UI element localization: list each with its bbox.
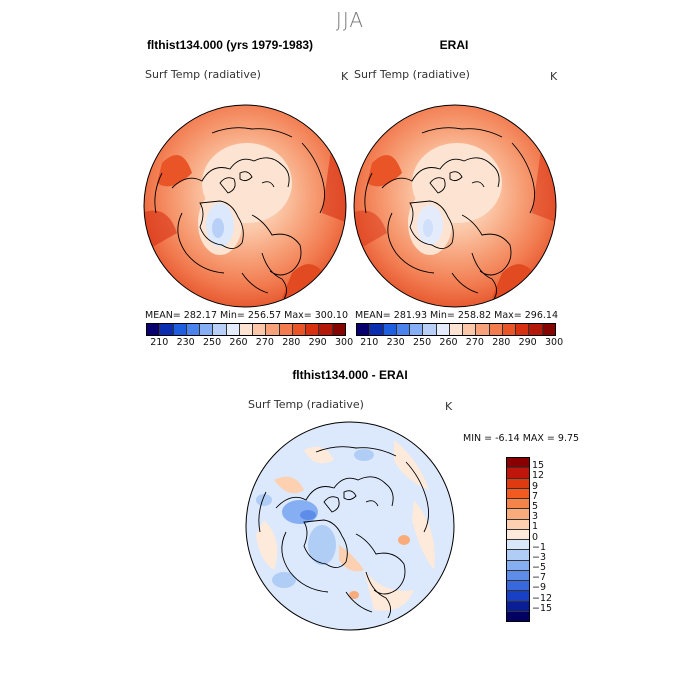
colorbar-tick-label: 250 (412, 337, 432, 348)
panel1-unit: K (341, 70, 349, 83)
colorbar-swatch (516, 324, 530, 335)
diff-colorbar-tick-label: −9 (532, 582, 547, 594)
colorbar-tick-label: 210 (360, 337, 379, 348)
colorbar-tick-label: 260 (229, 337, 248, 348)
colorbar-swatch (542, 324, 555, 335)
diff-colorbar-tick-label: 15 (532, 460, 545, 472)
colorbar-swatch (319, 324, 333, 335)
colorbar-swatch (436, 324, 450, 335)
diff-colorbar-tick-label: 7 (532, 490, 539, 502)
panel1-title: flthist134.000 (yrs 1979-1983) (146, 38, 314, 52)
colorbar-swatch (332, 324, 345, 335)
colorbar-tick-label: 260 (439, 337, 458, 348)
colorbar-swatch (449, 324, 464, 335)
diff-colorbar-tick-label: −1 (532, 541, 547, 553)
panel2-title: ERAI (439, 38, 469, 52)
diff-colorbar-swatch (507, 581, 529, 592)
panel1-variable: Surf Temp (radiative) (145, 68, 261, 81)
colorbar-tick-label: 290 (308, 337, 327, 348)
colorbar-swatch (396, 324, 411, 335)
diff-variable: Surf Temp (radiative) (248, 398, 364, 411)
diff-colorbar-tick-label: 3 (532, 511, 539, 523)
diff-colorbar-tick-label: −7 (532, 572, 547, 584)
colorbar-swatch (239, 324, 254, 335)
diff-colorbar-swatch (507, 601, 529, 612)
colorbar-swatch (266, 324, 280, 335)
colorbar-swatch (357, 324, 371, 335)
diff-colorbar-swatch (507, 570, 529, 581)
diff-colorbar-tick-label: 9 (532, 480, 539, 492)
colorbar-swatch (200, 324, 214, 335)
colorbar-swatch (292, 324, 307, 335)
colorbar-tick-label: 300 (545, 337, 564, 348)
colorbar-swatch (279, 324, 293, 335)
diff-colorbar-labels: 15 12 9 7 5 3 1 0 −1 −3 −5 −7 −9 −12 −15 (532, 457, 572, 620)
panel1-map (143, 104, 347, 308)
colorbar-swatch (306, 324, 320, 335)
panel2-stats: MEAN= 281.93 Min= 258.82 Max= 296.14 (355, 310, 559, 321)
panel1-colorbar (146, 323, 346, 336)
colorbar-swatch (370, 324, 384, 335)
colorbar-swatch (253, 324, 267, 335)
diff-colorbar-swatch (507, 550, 529, 561)
diff-colorbar-swatch (507, 560, 529, 571)
colorbar-swatch (529, 324, 543, 335)
colorbar-swatch (489, 324, 503, 335)
colorbar-swatch (173, 324, 187, 335)
colorbar-tick-label: 210 (150, 337, 169, 348)
colorbar-tick-label: 270 (465, 337, 484, 348)
diff-colorbar-tick-label: −15 (532, 602, 553, 614)
colorbar-tick-label: 270 (255, 337, 274, 348)
panel2-variable: Surf Temp (radiative) (354, 68, 470, 81)
diff-colorbar-swatch (507, 509, 529, 520)
colorbar-swatch (160, 324, 174, 335)
diff-colorbar-tick-label: 5 (532, 500, 539, 512)
diff-colorbar-tick-label: −5 (532, 562, 547, 574)
diff-colorbar-swatch (507, 591, 529, 602)
colorbar-tick-label: 300 (335, 337, 354, 348)
diff-colorbar-tick-label: −12 (532, 592, 553, 604)
colorbar-swatch (147, 324, 161, 335)
colorbar-swatch (226, 324, 240, 335)
diff-colorbar-swatch (507, 478, 529, 489)
colorbar-tick-label: 230 (176, 337, 195, 348)
diff-colorbar-swatch (507, 611, 529, 621)
colorbar-swatch (213, 324, 227, 335)
diff-colorbar-swatch (507, 468, 529, 479)
panel2-colorbar (356, 323, 556, 336)
diff-unit: K (445, 400, 453, 413)
colorbar-tick-label: 230 (386, 337, 405, 348)
diff-colorbar-swatch (507, 540, 529, 551)
panel1-colorbar-ticks: 210 230 250 260 270 280 290 300 (146, 337, 353, 349)
diff-colorbar-swatch (507, 529, 529, 540)
colorbar-swatch (383, 324, 397, 335)
diff-colorbar-tick-label: 12 (532, 470, 545, 482)
colorbar-swatch (502, 324, 517, 335)
diff-colorbar-swatch (507, 458, 529, 469)
colorbar-swatch (476, 324, 490, 335)
diff-stats: MIN = -6.14 MAX = 9.75 (463, 433, 580, 444)
diff-colorbar-swatch (507, 519, 529, 530)
diff-map (245, 421, 455, 631)
colorbar-swatch (410, 324, 424, 335)
panel1-stats: MEAN= 282.17 Min= 256.57 Max= 300.10 (145, 310, 349, 321)
diff-colorbar-tick-label: 1 (532, 521, 539, 533)
season-title: JJA (335, 8, 365, 32)
diff-title: flthist134.000 - ERAI (292, 368, 408, 382)
colorbar-tick-label: 250 (202, 337, 222, 348)
colorbar-tick-label: 280 (282, 337, 301, 348)
diff-colorbar-swatch (507, 488, 529, 499)
diff-colorbar-swatch (507, 499, 529, 510)
diff-colorbar-tick-label: 0 (532, 531, 539, 543)
colorbar-tick-label: 290 (518, 337, 537, 348)
panel2-unit: K (550, 70, 558, 83)
diff-colorbar-tick-label: −3 (532, 551, 547, 563)
colorbar-swatch (423, 324, 437, 335)
colorbar-tick-label: 280 (492, 337, 511, 348)
panel2-map (353, 104, 557, 308)
colorbar-swatch (186, 324, 201, 335)
diff-colorbar (506, 457, 530, 622)
colorbar-swatch (463, 324, 477, 335)
panel2-colorbar-ticks: 210 230 250 260 270 280 290 300 (356, 337, 563, 349)
